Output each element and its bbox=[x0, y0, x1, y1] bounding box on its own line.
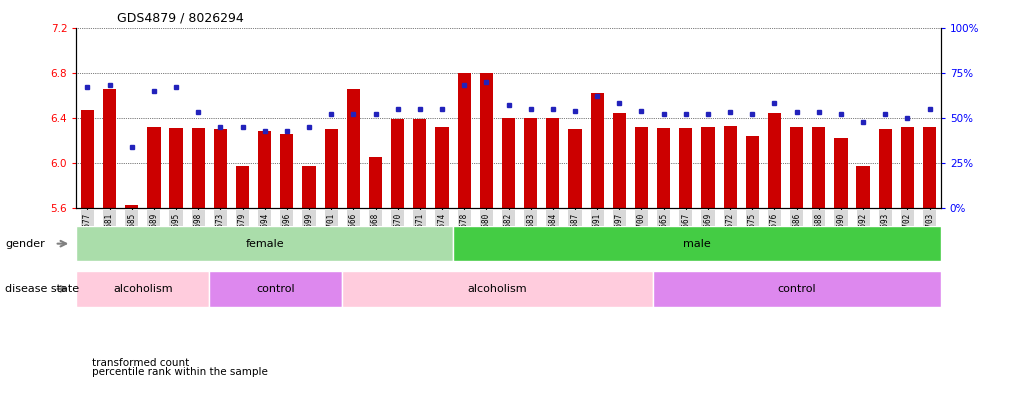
Bar bbox=[302, 167, 315, 208]
Bar bbox=[214, 129, 227, 208]
Bar bbox=[635, 127, 648, 208]
Bar bbox=[723, 126, 736, 208]
Bar bbox=[125, 205, 138, 208]
Text: GDS4879 / 8026294: GDS4879 / 8026294 bbox=[117, 12, 244, 25]
Bar bbox=[879, 129, 892, 208]
Bar bbox=[324, 129, 338, 208]
Bar bbox=[834, 138, 847, 208]
Bar bbox=[923, 127, 937, 208]
Bar bbox=[76, 226, 454, 261]
Bar bbox=[369, 158, 382, 208]
Bar bbox=[210, 271, 343, 307]
Bar bbox=[653, 271, 941, 307]
Bar bbox=[343, 271, 653, 307]
Text: control: control bbox=[777, 284, 816, 294]
Bar bbox=[413, 119, 426, 208]
Bar bbox=[236, 167, 249, 208]
Bar bbox=[679, 128, 693, 208]
Bar bbox=[569, 129, 582, 208]
Text: percentile rank within the sample: percentile rank within the sample bbox=[92, 367, 267, 377]
Bar bbox=[480, 73, 493, 208]
Bar bbox=[76, 271, 210, 307]
Bar bbox=[191, 128, 204, 208]
Bar bbox=[901, 127, 914, 208]
Bar bbox=[281, 134, 294, 208]
Text: alcoholism: alcoholism bbox=[468, 284, 527, 294]
Text: control: control bbox=[256, 284, 295, 294]
Bar bbox=[454, 226, 941, 261]
Bar bbox=[856, 167, 870, 208]
Text: male: male bbox=[683, 239, 711, 249]
Bar bbox=[546, 118, 559, 208]
Bar bbox=[702, 127, 715, 208]
Bar bbox=[768, 113, 781, 208]
Bar bbox=[435, 127, 448, 208]
Bar bbox=[170, 128, 183, 208]
Bar bbox=[612, 113, 626, 208]
Bar bbox=[258, 131, 272, 208]
Text: transformed count: transformed count bbox=[92, 358, 189, 367]
Bar bbox=[591, 93, 604, 208]
Bar bbox=[524, 118, 537, 208]
Bar bbox=[347, 88, 360, 208]
Bar bbox=[458, 73, 471, 208]
Bar bbox=[813, 127, 826, 208]
Bar bbox=[657, 128, 670, 208]
Text: gender: gender bbox=[5, 239, 45, 249]
Bar bbox=[501, 118, 516, 208]
Bar bbox=[103, 88, 116, 208]
Bar bbox=[80, 110, 94, 208]
Bar bbox=[790, 127, 803, 208]
Bar bbox=[391, 119, 405, 208]
Bar bbox=[147, 127, 161, 208]
Text: disease state: disease state bbox=[5, 284, 79, 294]
Text: alcoholism: alcoholism bbox=[113, 284, 173, 294]
Bar bbox=[745, 136, 759, 208]
Text: female: female bbox=[245, 239, 284, 249]
